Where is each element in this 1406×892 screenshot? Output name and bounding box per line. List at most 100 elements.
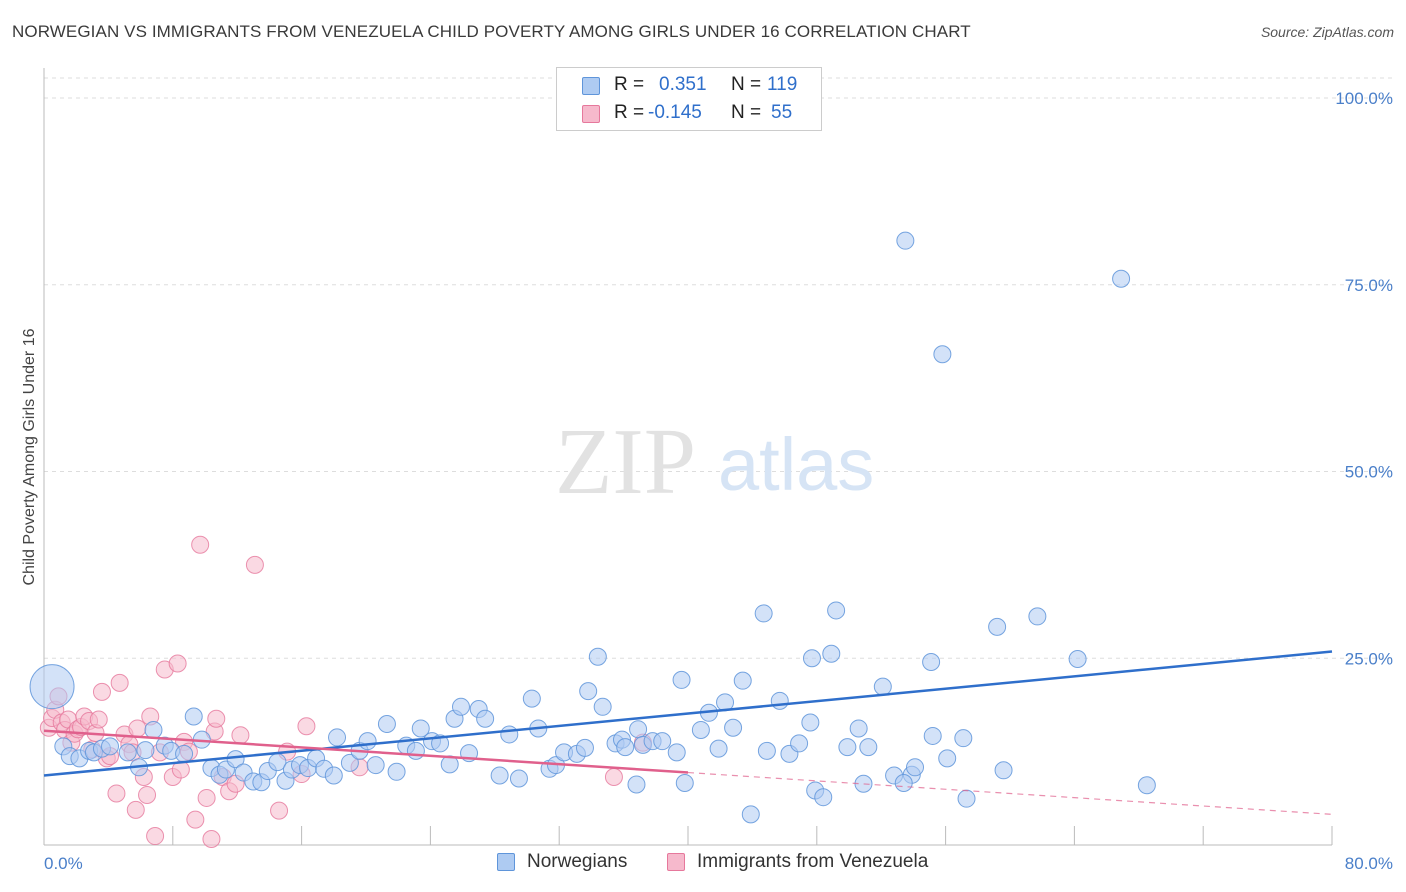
venezuela-point [110, 673, 129, 692]
series-legend-norwegians: Norwegians [497, 851, 627, 873]
norwegian-point [328, 728, 347, 747]
norwegian-point [757, 741, 776, 760]
venezuela-point [168, 654, 187, 673]
y-tick-label-1: 50.0% [1345, 463, 1393, 482]
norwegian-point [406, 741, 425, 760]
legend-swatch-venezuela [582, 105, 600, 123]
norwegian-point [790, 734, 809, 753]
norwegian-point [675, 773, 694, 792]
y-axis-label: Child Poverty Among Girls Under 16 [21, 328, 38, 585]
venezuela-point [128, 719, 147, 738]
norwegian-point [724, 718, 743, 737]
norwegian-point [575, 738, 594, 757]
legend-r-value-2: -0.145 [648, 102, 702, 123]
legend-r-value-1: 0.351 [659, 74, 707, 95]
legend-n-label-1: N = [731, 74, 762, 95]
norwegian-point [838, 738, 857, 757]
venezuela-trend-extension [687, 771, 1333, 815]
norwegian-point [954, 729, 973, 748]
norwegian-point [358, 732, 377, 751]
norwegian-point [827, 601, 846, 620]
venezuela-point [107, 784, 126, 803]
venezuela-point [297, 717, 316, 736]
venezuela-point [138, 785, 157, 804]
norwegian-point [476, 709, 495, 728]
norwegian-point [873, 677, 892, 696]
norwegian-point [118, 743, 137, 762]
norwegian-point [366, 756, 385, 775]
norwegian-point [522, 689, 541, 708]
norwegian-point [1068, 649, 1087, 668]
venezuela-point [146, 827, 165, 846]
norwegian-point [588, 647, 607, 666]
norwegian-point [451, 697, 470, 716]
norwegian-point [691, 720, 710, 739]
norwegian-point [896, 231, 915, 250]
norwegian-point [1137, 776, 1156, 795]
venezuela-point [604, 768, 623, 787]
norwegian-point [144, 720, 163, 739]
norwegian-point [938, 749, 957, 768]
norwegian-point [859, 738, 878, 757]
norwegian-point [579, 682, 598, 701]
norwegian-point [741, 805, 760, 824]
norwegian-point [906, 758, 925, 777]
norwegian-point [849, 719, 868, 738]
norwegian-point [490, 766, 509, 785]
norwegian-point [770, 691, 789, 710]
legend-r-label-2: R = [614, 102, 645, 123]
norwegian-point [500, 725, 519, 744]
tick-labels: 25.0% 50.0% 75.0% 100.0% 0.0% 80.0% [44, 89, 1393, 873]
venezuela-points [39, 535, 652, 849]
norwegian-point [894, 773, 913, 792]
norwegian-point [184, 707, 203, 726]
norwegian-point [340, 753, 359, 772]
venezuela-point [92, 682, 111, 701]
norwegian-point [629, 720, 648, 739]
norwegian-point [754, 604, 773, 623]
norwegian-point [733, 671, 752, 690]
norwegian-point [988, 617, 1007, 636]
norwegian-point [509, 769, 528, 788]
norwegian-point [709, 739, 728, 758]
chart-title: NORWEGIAN VS IMMIGRANTS FROM VENEZUELA C… [12, 22, 971, 41]
venezuela-point [245, 555, 264, 574]
norwegian-points [29, 231, 1156, 824]
x-tick-label-end: 80.0% [1345, 854, 1393, 873]
legend-n-value-1: 119 [767, 74, 798, 95]
norwegian-point [957, 789, 976, 808]
series-legend-venezuela: Immigrants from Venezuela [667, 851, 928, 873]
venezuela-point [231, 726, 250, 745]
y-tick-label-2: 75.0% [1345, 276, 1393, 295]
trend-lines [43, 650, 1333, 815]
venezuela-point [270, 801, 289, 820]
legend-n-value-2: 55 [771, 102, 793, 123]
venezuela-point [186, 810, 205, 829]
norwegian-point [175, 744, 194, 763]
venezuela-point [126, 800, 145, 819]
venezuela-point [89, 710, 108, 729]
norwegian-point [387, 762, 406, 781]
norwegian-point [431, 734, 450, 753]
norwegian-point [667, 743, 686, 762]
norwegian-point [324, 766, 343, 785]
norwegian-point [1112, 269, 1131, 288]
norwegian-point [136, 741, 155, 760]
series-label-venezuela: Immigrants from Venezuela [697, 851, 929, 872]
norwegian-point [802, 649, 821, 668]
norwegian-point [994, 761, 1013, 780]
norwegian-point [593, 697, 612, 716]
norwegian-point [672, 670, 691, 689]
norwegian-point [923, 726, 942, 745]
norwegian-point [411, 719, 430, 738]
norwegian-point [1028, 607, 1047, 626]
y-tick-label-0: 25.0% [1345, 649, 1393, 668]
series-swatch-venezuela [667, 853, 685, 871]
norwegian-point [822, 644, 841, 663]
norwegian-point [653, 732, 672, 751]
venezuela-point [202, 830, 221, 849]
venezuela-point [197, 788, 216, 807]
venezuela-trend-line [43, 729, 689, 774]
venezuela-point [207, 709, 226, 728]
series-swatch-norwegians [497, 853, 515, 871]
